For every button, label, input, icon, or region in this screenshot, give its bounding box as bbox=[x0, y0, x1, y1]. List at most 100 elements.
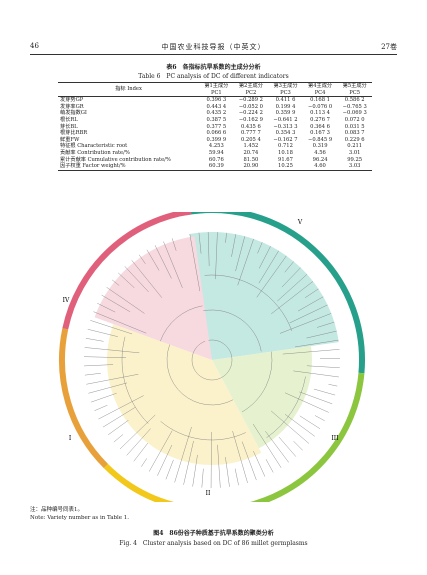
table-cell: −0.224 2 bbox=[238, 110, 263, 117]
table-row: 累计贡献率 Cumulative contribution rate/% 60.7… bbox=[58, 157, 372, 164]
tree-branch bbox=[265, 431, 289, 463]
table-cell: 4.60 bbox=[302, 163, 338, 171]
table-row: 因子权重 Factor weight/% 60.39 20.90 10.25 4.60 3… bbox=[58, 163, 372, 171]
tree-branch bbox=[174, 426, 192, 483]
table-cell: 0.435 2 bbox=[206, 110, 227, 117]
tree-branch bbox=[306, 330, 337, 339]
tree-branch bbox=[207, 232, 210, 267]
tree-branch bbox=[297, 296, 324, 312]
tree-branch bbox=[126, 428, 151, 456]
tree-branch bbox=[160, 421, 246, 441]
table-cell: 10.18 bbox=[278, 149, 293, 156]
tree-branch bbox=[101, 294, 131, 313]
table-cell: 4.253 bbox=[208, 143, 224, 150]
table-cell: 0.712 bbox=[278, 143, 293, 150]
table-cell: −0.162 7 bbox=[273, 136, 298, 143]
cluster-sector bbox=[189, 232, 339, 360]
table-body: 发芽势GP 0.396 3 −0.289 2 0.411 6 0.168 1 0.586 … bbox=[58, 97, 372, 171]
journal-name: 中国农业科技导报（中英文） bbox=[161, 43, 266, 51]
tree-branch bbox=[271, 281, 314, 315]
tree-branch bbox=[121, 336, 149, 424]
tree-branch bbox=[141, 458, 147, 467]
page-number: 46 bbox=[30, 42, 39, 50]
column-header-en: PC1 bbox=[210, 89, 222, 96]
pca-table: 指标 Index 第1主成分 PC1 第2主成分 PC2 第3主成分 PC3 第4主成分 PC4… bbox=[58, 82, 372, 171]
tree-branch bbox=[232, 431, 248, 484]
table-cell: 91.67 bbox=[278, 156, 293, 163]
table-cell: 0.072 0 bbox=[344, 116, 365, 123]
table-cell: 20.74 bbox=[243, 149, 259, 156]
tree-branch bbox=[277, 274, 308, 302]
table-cell: 0.199 4 bbox=[275, 103, 296, 110]
tree-branch bbox=[235, 236, 245, 272]
table-cell: 0.354 3 bbox=[275, 130, 296, 137]
tree-branch bbox=[106, 287, 145, 314]
tree-branch bbox=[108, 420, 129, 435]
row-label: 鲜重FW bbox=[60, 136, 80, 143]
tree-branch bbox=[112, 279, 120, 286]
tree-branch bbox=[256, 255, 287, 298]
column-header-cn: 第3主成分 bbox=[273, 83, 298, 89]
row-label: 因子权重 Factor weight/% bbox=[58, 163, 200, 171]
tree-branch bbox=[281, 267, 301, 288]
column-header-cn: 第1主成分 bbox=[204, 83, 229, 89]
tree-branch bbox=[284, 392, 329, 413]
table-cell: 0.319 bbox=[312, 143, 328, 150]
tree-branch bbox=[203, 309, 262, 352]
tree-branch bbox=[253, 450, 266, 477]
column-header: 第2主成分 PC2 bbox=[233, 82, 269, 98]
row-label: 根长RL bbox=[60, 116, 78, 123]
tree-branch bbox=[148, 430, 173, 472]
group-label: III bbox=[331, 435, 339, 442]
tree-branch bbox=[284, 261, 294, 273]
tree-branch bbox=[88, 382, 128, 394]
table-cell: 0.205 4 bbox=[240, 136, 261, 143]
tree-branch bbox=[118, 272, 135, 289]
row-label: 芽长BL bbox=[60, 123, 78, 130]
tree-branch bbox=[270, 410, 310, 444]
tree-branch bbox=[293, 441, 303, 451]
row-label: 累计贡献率 Cumulative contribution rate/% bbox=[60, 156, 171, 163]
outer-ring bbox=[250, 372, 365, 502]
figure-note: 注：品种编号同表1。 bbox=[30, 507, 83, 513]
tree-branch bbox=[90, 320, 133, 335]
row-label: 根芽比RBR bbox=[60, 130, 88, 137]
row-label: 发芽率GR bbox=[60, 103, 84, 110]
table-cell: 60.76 bbox=[208, 156, 224, 163]
tree-branch bbox=[171, 238, 177, 251]
row-label: 萌发指数GI bbox=[60, 110, 87, 117]
column-header: 第3主成分 PC3 bbox=[268, 82, 303, 98]
tree-branch bbox=[225, 232, 227, 243]
tree-branch bbox=[87, 329, 118, 337]
column-header: 第4主成分 PC4 bbox=[302, 82, 338, 98]
table-cell: 0.211 bbox=[347, 143, 363, 150]
outer-ring bbox=[59, 328, 109, 469]
table-cell: 0.777 7 bbox=[240, 130, 261, 137]
table-cell: 99.25 bbox=[347, 156, 363, 163]
group-label: I bbox=[69, 435, 72, 442]
row-label: 特征根 Characteristic root bbox=[60, 143, 128, 150]
row-label: 发芽势GP bbox=[60, 97, 84, 104]
group-label: II bbox=[206, 490, 211, 497]
tree-branch bbox=[252, 423, 282, 468]
table-cell: −0.313 3 bbox=[273, 123, 298, 130]
index-header: 指标 Index bbox=[58, 82, 200, 98]
cluster-sector bbox=[106, 324, 262, 466]
tree-branch bbox=[133, 442, 148, 462]
table-cell: 0.396 3 bbox=[206, 97, 227, 104]
tree-branch bbox=[166, 344, 234, 406]
tree-branch bbox=[91, 393, 117, 403]
column-header-cn: 第2主成分 bbox=[238, 83, 263, 89]
tree-branch bbox=[165, 459, 174, 480]
column-header-en: PC2 bbox=[245, 89, 257, 96]
table-cell: 0.359 9 bbox=[275, 110, 296, 117]
tree-branch bbox=[217, 444, 221, 488]
tree-branch bbox=[94, 404, 108, 411]
table-cell: 20.90 bbox=[233, 163, 269, 171]
tree-branch bbox=[183, 440, 194, 485]
table-cell: 0.586 2 bbox=[344, 97, 365, 104]
table-cell: 3.03 bbox=[337, 163, 372, 171]
tree-branch bbox=[102, 407, 136, 428]
tree-branch bbox=[289, 304, 328, 324]
